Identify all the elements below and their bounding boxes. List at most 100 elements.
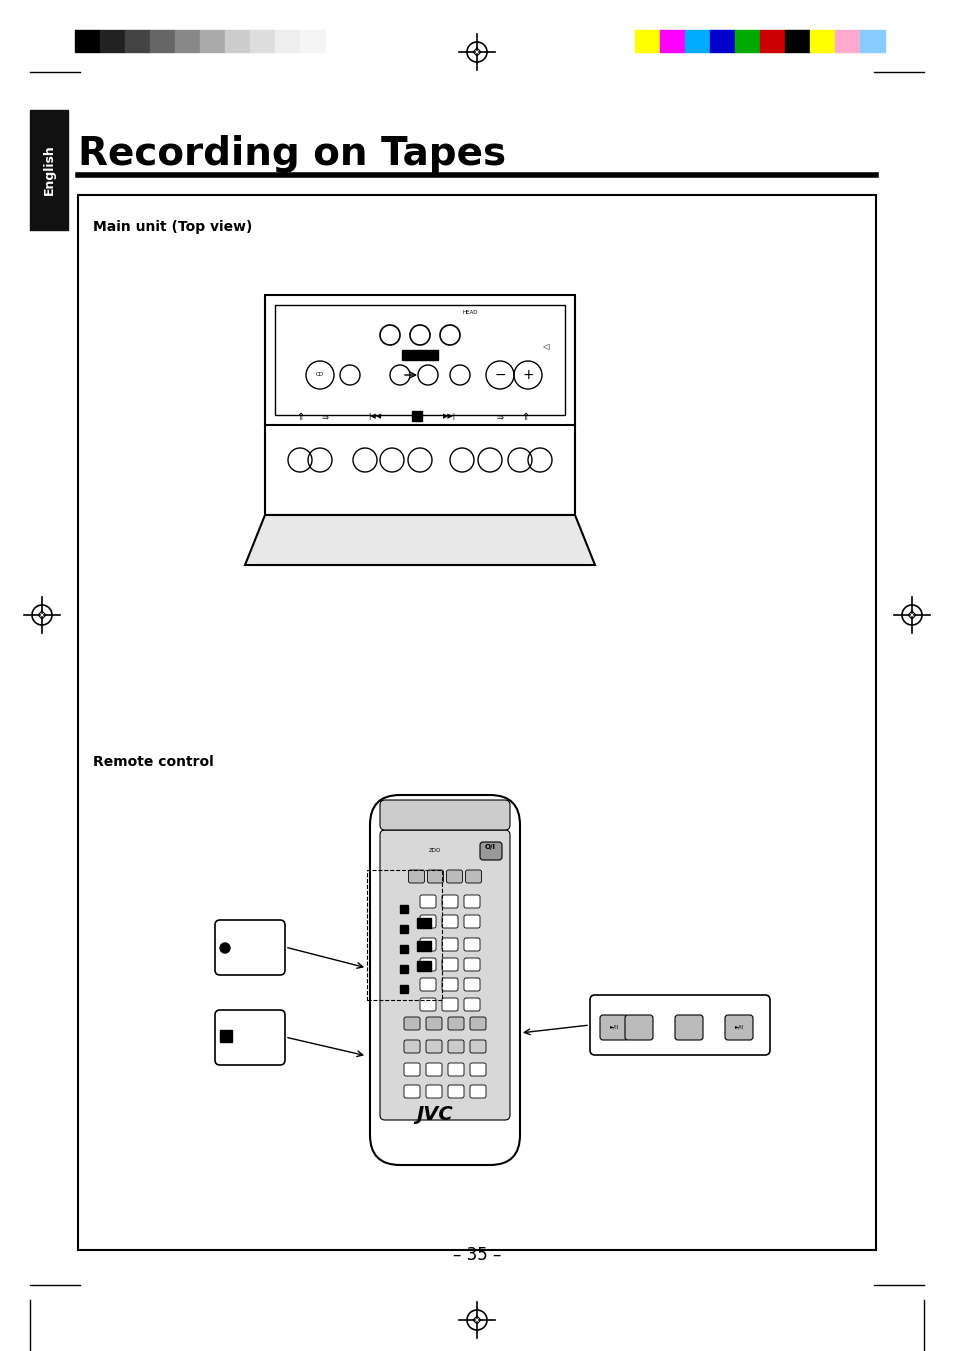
- Bar: [299, 30, 325, 51]
- Bar: [220, 1029, 232, 1042]
- FancyBboxPatch shape: [463, 958, 479, 971]
- Bar: [225, 30, 250, 51]
- Bar: [250, 30, 274, 51]
- Text: ⇒: ⇒: [496, 412, 503, 422]
- Bar: [150, 30, 174, 51]
- FancyBboxPatch shape: [419, 958, 436, 971]
- Bar: [412, 411, 421, 422]
- Bar: [399, 925, 408, 934]
- FancyBboxPatch shape: [441, 938, 457, 951]
- Bar: [635, 30, 659, 51]
- FancyBboxPatch shape: [624, 1015, 652, 1040]
- FancyBboxPatch shape: [463, 938, 479, 951]
- FancyBboxPatch shape: [724, 1015, 752, 1040]
- FancyBboxPatch shape: [463, 915, 479, 928]
- Text: ►/II: ►/II: [610, 1024, 619, 1029]
- FancyBboxPatch shape: [426, 1063, 441, 1075]
- Bar: [75, 30, 100, 51]
- Text: ⇒: ⇒: [321, 412, 328, 422]
- Bar: [416, 942, 431, 951]
- Bar: [684, 30, 709, 51]
- Bar: [200, 30, 225, 51]
- FancyBboxPatch shape: [463, 998, 479, 1011]
- FancyBboxPatch shape: [470, 1040, 485, 1052]
- Text: Main unit (Top view): Main unit (Top view): [92, 220, 253, 234]
- Text: +: +: [521, 367, 534, 382]
- Text: ⇑: ⇑: [520, 412, 529, 422]
- Text: Recording on Tapes: Recording on Tapes: [78, 135, 506, 173]
- Bar: [399, 985, 408, 993]
- FancyBboxPatch shape: [403, 1063, 419, 1075]
- FancyBboxPatch shape: [214, 920, 285, 975]
- FancyBboxPatch shape: [403, 1040, 419, 1052]
- FancyBboxPatch shape: [426, 1085, 441, 1098]
- FancyBboxPatch shape: [403, 1085, 419, 1098]
- Bar: [784, 30, 809, 51]
- FancyBboxPatch shape: [470, 1017, 485, 1029]
- Bar: [416, 961, 431, 971]
- FancyBboxPatch shape: [479, 842, 501, 861]
- FancyBboxPatch shape: [465, 870, 481, 884]
- Text: ►/II: ►/II: [735, 1024, 744, 1029]
- FancyBboxPatch shape: [463, 894, 479, 908]
- FancyBboxPatch shape: [470, 1085, 485, 1098]
- FancyBboxPatch shape: [419, 938, 436, 951]
- Bar: [399, 944, 408, 952]
- FancyBboxPatch shape: [403, 1017, 419, 1029]
- Bar: [859, 30, 884, 51]
- Text: ◁: ◁: [541, 343, 548, 351]
- FancyBboxPatch shape: [441, 958, 457, 971]
- Bar: [760, 30, 784, 51]
- FancyBboxPatch shape: [426, 1017, 441, 1029]
- Text: ▶▶|: ▶▶|: [443, 413, 456, 420]
- FancyBboxPatch shape: [446, 870, 462, 884]
- Bar: [834, 30, 859, 51]
- Circle shape: [220, 943, 230, 952]
- FancyBboxPatch shape: [427, 870, 443, 884]
- FancyBboxPatch shape: [441, 978, 457, 992]
- Text: JVC: JVC: [416, 1105, 453, 1124]
- FancyBboxPatch shape: [448, 1085, 463, 1098]
- Bar: [809, 30, 834, 51]
- Bar: [416, 917, 431, 928]
- FancyBboxPatch shape: [463, 978, 479, 992]
- FancyBboxPatch shape: [370, 794, 519, 1165]
- FancyBboxPatch shape: [448, 1040, 463, 1052]
- FancyBboxPatch shape: [599, 1015, 627, 1040]
- FancyBboxPatch shape: [441, 998, 457, 1011]
- FancyBboxPatch shape: [470, 1063, 485, 1075]
- Text: |◀◀: |◀◀: [368, 413, 381, 420]
- FancyBboxPatch shape: [441, 915, 457, 928]
- Text: ZDO: ZDO: [429, 847, 440, 852]
- FancyBboxPatch shape: [379, 800, 510, 830]
- Bar: [125, 30, 150, 51]
- FancyBboxPatch shape: [419, 998, 436, 1011]
- Text: ⇑: ⇑: [295, 412, 304, 422]
- Polygon shape: [245, 515, 595, 565]
- FancyBboxPatch shape: [448, 1017, 463, 1029]
- Bar: [78, 195, 875, 1250]
- Text: CD: CD: [315, 373, 324, 377]
- Bar: [265, 295, 575, 515]
- Bar: [734, 30, 760, 51]
- Bar: [174, 30, 200, 51]
- Text: English: English: [43, 145, 55, 196]
- FancyBboxPatch shape: [379, 830, 510, 1120]
- Bar: [274, 305, 564, 415]
- FancyBboxPatch shape: [214, 1011, 285, 1065]
- Bar: [30, 109, 68, 230]
- Bar: [659, 30, 684, 51]
- FancyBboxPatch shape: [419, 978, 436, 992]
- FancyBboxPatch shape: [589, 994, 769, 1055]
- Bar: [274, 30, 299, 51]
- FancyBboxPatch shape: [441, 894, 457, 908]
- Bar: [709, 30, 734, 51]
- FancyBboxPatch shape: [419, 915, 436, 928]
- Bar: [399, 905, 408, 913]
- FancyBboxPatch shape: [675, 1015, 702, 1040]
- FancyBboxPatch shape: [419, 894, 436, 908]
- Text: – 35 –: – 35 –: [453, 1246, 500, 1265]
- Text: O/I: O/I: [484, 844, 495, 850]
- FancyBboxPatch shape: [408, 870, 424, 884]
- Text: HEAD: HEAD: [462, 311, 477, 316]
